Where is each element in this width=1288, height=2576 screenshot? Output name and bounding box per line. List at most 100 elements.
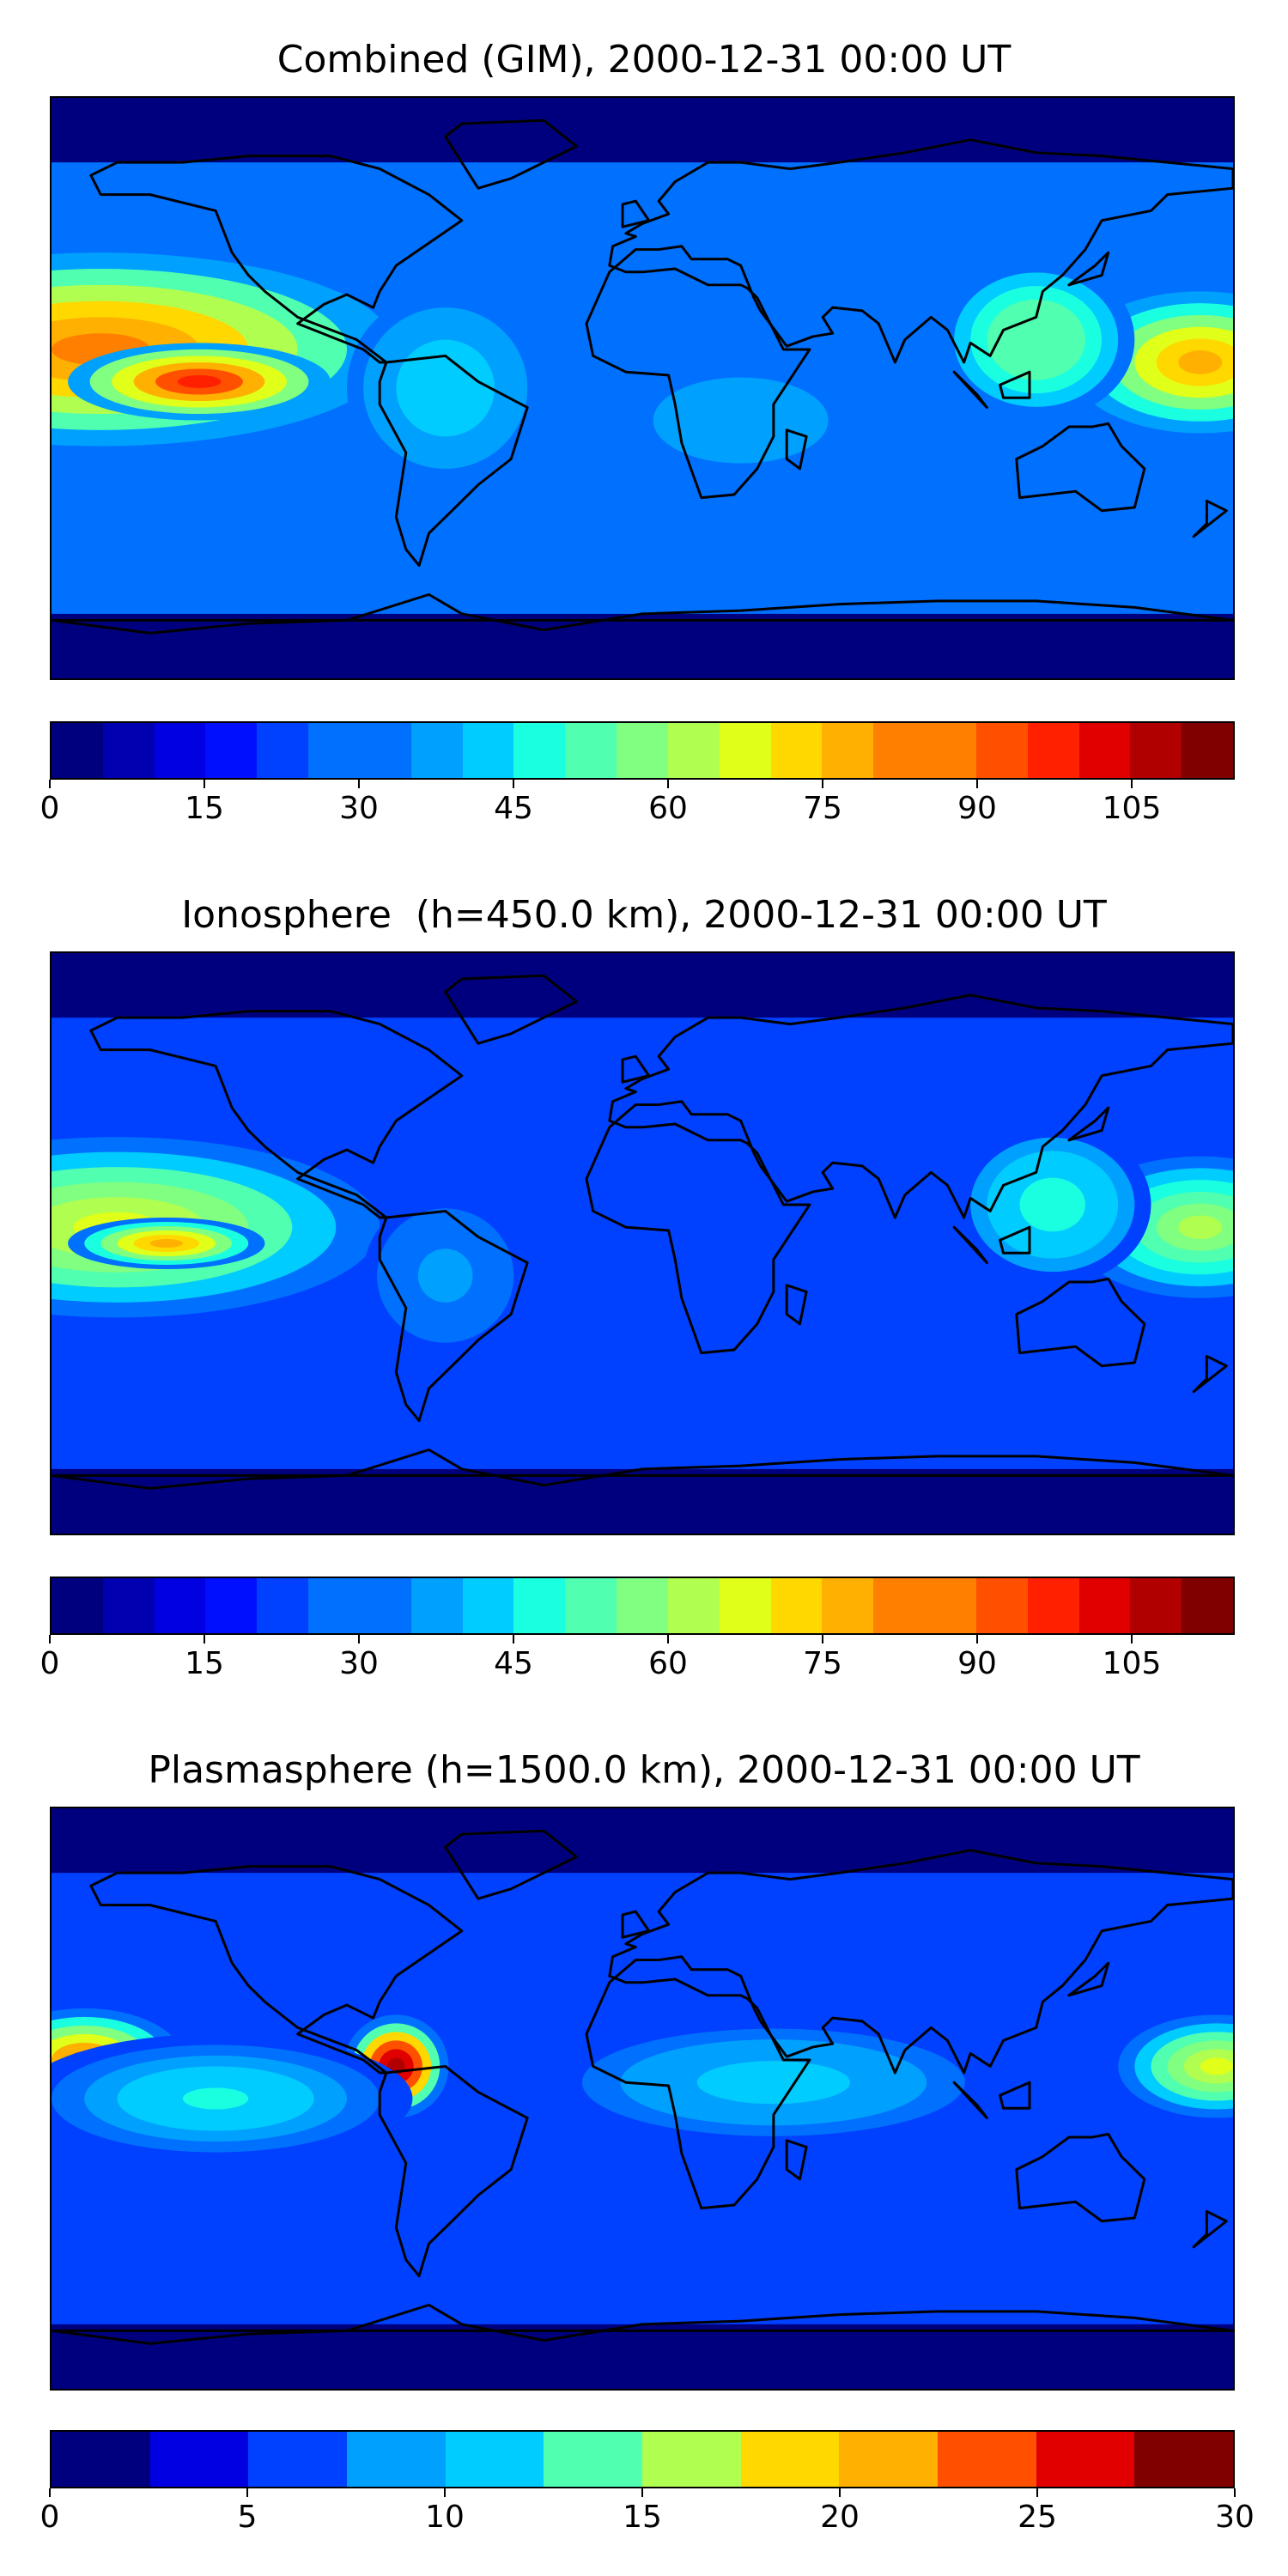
colorbar-segment <box>52 1578 103 1633</box>
colorbar-tick-mark <box>976 1635 978 1643</box>
colorbar-tick-label: 30 <box>339 791 379 826</box>
colorbar-ticks-ionosphere: 0 15 30 45 60 75 90 105 <box>40 1635 1235 1681</box>
colorbar-tick-label: 10 <box>425 2500 465 2535</box>
coastline <box>444 1829 579 1900</box>
colorbar-tick-label: 0 <box>39 2500 60 2535</box>
coastline <box>1067 1106 1110 1142</box>
colorbar-segment <box>925 723 976 778</box>
colorbar-tick-mark <box>1131 780 1133 788</box>
colorbar-segment <box>975 723 1028 778</box>
colorbar-tick-mark <box>49 1635 51 1643</box>
coastline <box>1015 1277 1146 1368</box>
contour-region <box>149 1238 183 1249</box>
coastline <box>1192 2209 1228 2249</box>
colorbar-tick-mark <box>1131 1635 1133 1643</box>
colorbar-tick-mark <box>513 780 514 788</box>
colorbar-tick-mark <box>822 1635 823 1643</box>
colorbar-tick-mark <box>976 780 978 788</box>
colorbar-tick-label: 45 <box>494 791 533 826</box>
coastline <box>785 2139 808 2181</box>
colorbar-segment <box>1027 1578 1079 1633</box>
colorbar-segment <box>667 1578 720 1633</box>
coastline <box>785 428 808 471</box>
colorbar-segment <box>565 723 617 778</box>
colorbar-tick-label: 0 <box>39 1646 60 1681</box>
colorbar-segment <box>873 1578 926 1633</box>
colorbar-tick-mark <box>246 2488 248 2497</box>
colorbar-tick-label: 60 <box>648 791 688 826</box>
panel-title: Combined (GIM), 2000-12-31 00:00 UT <box>276 38 1012 82</box>
colorbar-plasmasphere <box>50 2430 1235 2488</box>
colorbar-segment <box>873 723 926 778</box>
colorbar-tick-mark <box>49 2488 51 2497</box>
coastline <box>89 155 464 364</box>
colorbar-segment <box>359 723 411 778</box>
colorbar-segment <box>719 723 771 778</box>
colorbar-segment <box>925 1578 976 1633</box>
colorbar-tick-label: 60 <box>648 1646 688 1681</box>
coastline <box>378 1209 529 1423</box>
coastline <box>444 118 579 190</box>
colorbar-segment <box>822 723 874 778</box>
colorbar-tick-label: 15 <box>623 2500 662 2535</box>
coastline <box>585 138 1233 500</box>
map-svg <box>52 1808 1233 2389</box>
colorbar-segment <box>938 2432 1036 2487</box>
colorbar-segment <box>1027 723 1079 778</box>
colorbar-segment <box>839 2432 939 2487</box>
colorbar-tick-label: 90 <box>957 791 997 826</box>
colorbar-segment <box>149 2432 249 2487</box>
coastline <box>1015 2132 1146 2223</box>
colorbar-tick-label: 15 <box>185 1646 224 1681</box>
colorbar-segment <box>462 723 514 778</box>
contour-region <box>1200 2057 1233 2075</box>
map-svg <box>52 953 1233 1534</box>
coastline <box>999 370 1031 399</box>
coastline <box>952 2081 988 2120</box>
colorbar-segment <box>770 1578 823 1633</box>
colorbar-ticks-combined: 0 15 30 45 60 75 90 105 <box>40 780 1235 826</box>
colorbar-segment <box>1078 723 1131 778</box>
coastline <box>621 199 651 228</box>
colorbar-segment <box>1130 1578 1182 1633</box>
coastline <box>999 1225 1031 1255</box>
colorbar-segment <box>975 1578 1028 1633</box>
colorbar-tick-label: 25 <box>1018 2500 1057 2535</box>
colorbar-segment <box>1182 1578 1234 1633</box>
contour-region <box>177 374 222 389</box>
colorbar-segment <box>154 723 206 778</box>
colorbar-tick-label: 20 <box>820 2500 860 2535</box>
colorbar-tick-label: 30 <box>1215 2500 1255 2535</box>
colorbar-segment <box>308 1578 360 1633</box>
colorbar-tick-label: 30 <box>339 1646 379 1681</box>
contour-region <box>1036 1191 1069 1218</box>
coastline <box>52 2303 1233 2345</box>
colorbar-combined <box>50 721 1235 780</box>
colorbar-segment <box>1134 2432 1234 2487</box>
colorbar-segment <box>1130 723 1182 778</box>
colorbar-tick-label: 5 <box>237 2500 258 2535</box>
colorbar-tick-label: 75 <box>803 791 842 826</box>
colorbar-ionosphere <box>50 1577 1235 1635</box>
contour-region <box>1178 1215 1223 1239</box>
coastline <box>585 993 1233 1355</box>
colorbar-segment <box>257 723 309 778</box>
coastline <box>585 1849 1233 2210</box>
colorbar-tick-label: 0 <box>39 791 60 826</box>
colorbar-segment <box>822 1578 874 1633</box>
colorbar-segment <box>308 723 360 778</box>
colorbar-segment <box>617 1578 668 1633</box>
colorbar-tick-mark <box>444 2488 446 2497</box>
colorbar-segment <box>740 2432 840 2487</box>
colorbar-segment <box>257 1578 309 1633</box>
colorbar-segment <box>667 723 720 778</box>
colorbar-segment <box>102 723 155 778</box>
contour-region <box>428 372 462 404</box>
coastline <box>785 1284 808 1326</box>
contour-region <box>1178 350 1223 374</box>
colorbar-tick-mark <box>822 780 823 788</box>
colorbar-segment <box>462 1578 514 1633</box>
coastline <box>1067 1961 1110 1997</box>
contour-region <box>182 2087 249 2110</box>
colorbar-tick-mark <box>49 780 51 788</box>
